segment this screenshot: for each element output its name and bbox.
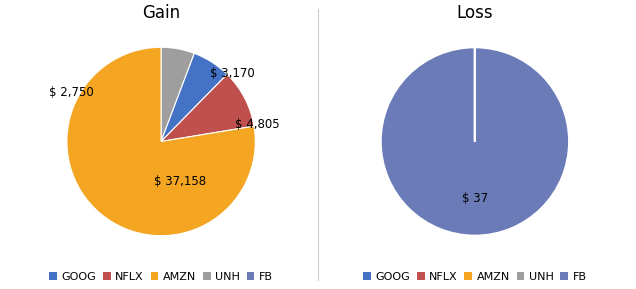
Legend: GOOG, NFLX, AMZN, UNH, FB: GOOG, NFLX, AMZN, UNH, FB	[359, 268, 591, 287]
Text: $ 37: $ 37	[462, 192, 488, 205]
Wedge shape	[161, 53, 227, 142]
Wedge shape	[161, 47, 195, 142]
Legend: GOOG, NFLX, AMZN, UNH, FB: GOOG, NFLX, AMZN, UNH, FB	[45, 268, 277, 287]
Text: $ 3,170: $ 3,170	[210, 67, 255, 80]
Title: Loss: Loss	[457, 4, 494, 22]
Wedge shape	[381, 47, 569, 236]
Wedge shape	[161, 74, 254, 142]
Text: $ 4,805: $ 4,805	[235, 118, 279, 131]
Wedge shape	[67, 47, 255, 236]
Text: $ 2,750: $ 2,750	[48, 86, 93, 99]
Title: Gain: Gain	[142, 4, 180, 22]
Text: $ 37,158: $ 37,158	[153, 175, 205, 188]
